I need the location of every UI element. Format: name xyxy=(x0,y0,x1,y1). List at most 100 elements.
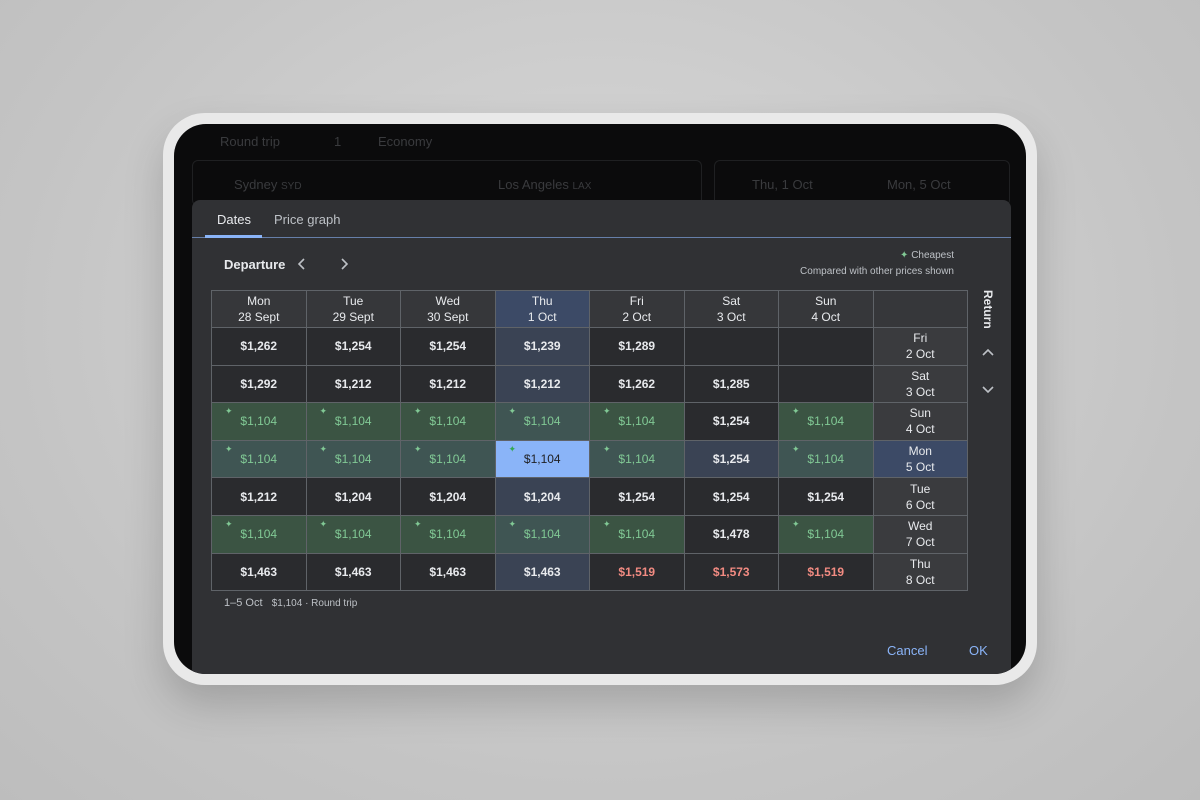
price-text: $1,478 xyxy=(712,527,750,542)
cabin[interactable]: Economy xyxy=(378,134,433,149)
cheapest-icon: ✦ xyxy=(225,519,233,529)
price-cell[interactable]: ✦ $1,104 xyxy=(211,515,307,554)
price-cell[interactable]: $1,463 xyxy=(211,552,307,592)
price-cell[interactable]: $1,254 xyxy=(589,477,685,516)
price-text: $1,463 xyxy=(523,564,561,579)
price-cell[interactable]: $1,204 xyxy=(494,477,590,516)
price-cell[interactable]: $1,212 xyxy=(211,477,307,516)
return-date[interactable]: Mon, 5 Oct xyxy=(887,177,951,192)
cheapest-icon: ✦ xyxy=(792,406,800,417)
price-text: $1,519 xyxy=(618,564,656,579)
date-dialog: Dates Price graph Departure ✦ Cheapest C… xyxy=(192,200,1011,674)
price-cell[interactable]: $1,254 xyxy=(683,477,779,516)
cheapest-icon: ✦ xyxy=(792,443,800,454)
price-cell[interactable]: ✦ $1,104 xyxy=(589,402,685,441)
price-text: $1,104 xyxy=(334,452,372,467)
ok-button[interactable]: OK xyxy=(969,643,988,658)
cheapest-icon: ✦ xyxy=(508,443,517,454)
price-cell[interactable]: $1,204 xyxy=(305,477,401,516)
price-cell[interactable]: $1,285 xyxy=(683,364,779,404)
price-cell[interactable]: ✦ $1,104 xyxy=(494,402,590,441)
price-cell[interactable]: $1,262 xyxy=(211,327,307,366)
price-cell[interactable]: $1,262 xyxy=(589,364,685,404)
price-cell[interactable]: $1,519 xyxy=(778,552,874,592)
cheapest-icon: ✦ xyxy=(225,406,233,417)
destination[interactable]: Los Angeles LAX xyxy=(498,177,591,192)
price-cell[interactable]: $1,254 xyxy=(305,327,401,366)
return-nav[interactable] xyxy=(980,345,996,397)
price-text: $1,104 xyxy=(240,527,278,542)
tab[interactable]: Dates xyxy=(217,212,251,227)
price-cell[interactable]: $1,212 xyxy=(305,364,401,404)
price-cell[interactable]: $1,212 xyxy=(494,364,590,404)
price-cell[interactable]: ✦ $1,104 xyxy=(589,515,685,554)
price-cell[interactable]: ✦ $1,104 xyxy=(494,515,590,554)
cheapest-icon: ✦ xyxy=(603,406,611,417)
price-cell[interactable]: $1,478 xyxy=(683,515,779,554)
column-day: Wed xyxy=(435,294,460,308)
price-text: $1,262 xyxy=(240,339,278,354)
price-text: $1,463 xyxy=(334,564,372,579)
price-cell[interactable]: $1,463 xyxy=(494,552,590,592)
price-cell[interactable] xyxy=(778,327,874,366)
price-text: $1,104 xyxy=(334,414,372,429)
price-cell[interactable]: ✦ $1,104 xyxy=(494,439,590,479)
price-text: $1,104 xyxy=(523,414,561,429)
row-header: Sat 3 Oct xyxy=(872,364,968,404)
price-cell[interactable] xyxy=(683,327,779,366)
trip-type[interactable]: Round trip xyxy=(220,134,280,149)
price-cell[interactable]: $1,254 xyxy=(683,402,779,441)
column-day: Tue xyxy=(343,294,364,308)
column-date: 28 Sept xyxy=(238,310,280,324)
origin-city: Sydney xyxy=(234,177,278,192)
price-cell[interactable]: ✦ $1,104 xyxy=(305,515,401,554)
price-text: $1,573 xyxy=(712,564,750,579)
column-day: Sat xyxy=(722,294,741,308)
price-cell[interactable]: $1,292 xyxy=(211,364,307,404)
price-cell[interactable]: ✦ $1,104 xyxy=(400,439,496,479)
price-cell[interactable]: ✦ $1,104 xyxy=(778,402,874,441)
origin[interactable]: Sydney SYD xyxy=(234,177,302,192)
footer-summary: 1–5 Oct $1,104 · Round trip xyxy=(224,597,357,609)
price-text: $1,204 xyxy=(334,489,372,504)
price-cell[interactable]: ✦ $1,104 xyxy=(305,439,401,479)
price-cell[interactable]: ✦ $1,104 xyxy=(305,402,401,441)
price-cell[interactable]: $1,239 xyxy=(494,327,590,366)
price-cell[interactable]: $1,254 xyxy=(400,327,496,366)
price-cell[interactable]: ✦ $1,104 xyxy=(589,439,685,479)
column-day: Fri xyxy=(629,294,644,308)
legend-text: Cheapest xyxy=(911,250,954,261)
row-date: 3 Oct xyxy=(905,384,935,399)
price-cell[interactable]: $1,463 xyxy=(400,552,496,592)
departure-nav[interactable] xyxy=(296,256,356,272)
price-cell[interactable]: $1,463 xyxy=(305,552,401,592)
price-cell[interactable]: ✦ $1,104 xyxy=(400,402,496,441)
cancel-button[interactable]: Cancel xyxy=(887,643,928,658)
price-text: $1,285 xyxy=(712,376,750,391)
price-cell[interactable]: $1,519 xyxy=(589,552,685,592)
depart-date[interactable]: Thu, 1 Oct xyxy=(752,177,813,192)
price-cell[interactable]: ✦ $1,104 xyxy=(211,402,307,441)
cheapest-icon: ✦ xyxy=(414,519,422,529)
price-cell[interactable]: $1,254 xyxy=(683,439,779,479)
price-cell[interactable]: $1,254 xyxy=(778,477,874,516)
origin-code: SYD xyxy=(281,181,302,192)
row-day: Sun xyxy=(909,406,931,421)
row-date: 7 Oct xyxy=(905,535,935,550)
price-cell[interactable]: ✦ $1,104 xyxy=(211,439,307,479)
departure-label: Departure xyxy=(224,257,286,272)
price-text: $1,104 xyxy=(807,527,845,542)
row-day: Mon xyxy=(908,444,932,459)
price-cell[interactable]: ✦ $1,104 xyxy=(400,515,496,554)
row-day: Sat xyxy=(911,368,930,383)
price-cell[interactable]: $1,212 xyxy=(400,364,496,404)
price-cell[interactable]: $1,573 xyxy=(683,552,779,592)
price-cell[interactable]: $1,204 xyxy=(400,477,496,516)
price-cell[interactable]: ✦ $1,104 xyxy=(778,515,874,554)
price-text: $1,254 xyxy=(618,489,656,504)
passengers[interactable]: 1 xyxy=(334,134,342,149)
price-cell[interactable]: $1,289 xyxy=(589,327,685,366)
price-cell[interactable]: ✦ $1,104 xyxy=(778,439,874,479)
tab[interactable]: Price graph xyxy=(274,212,341,227)
price-cell[interactable] xyxy=(778,364,874,404)
